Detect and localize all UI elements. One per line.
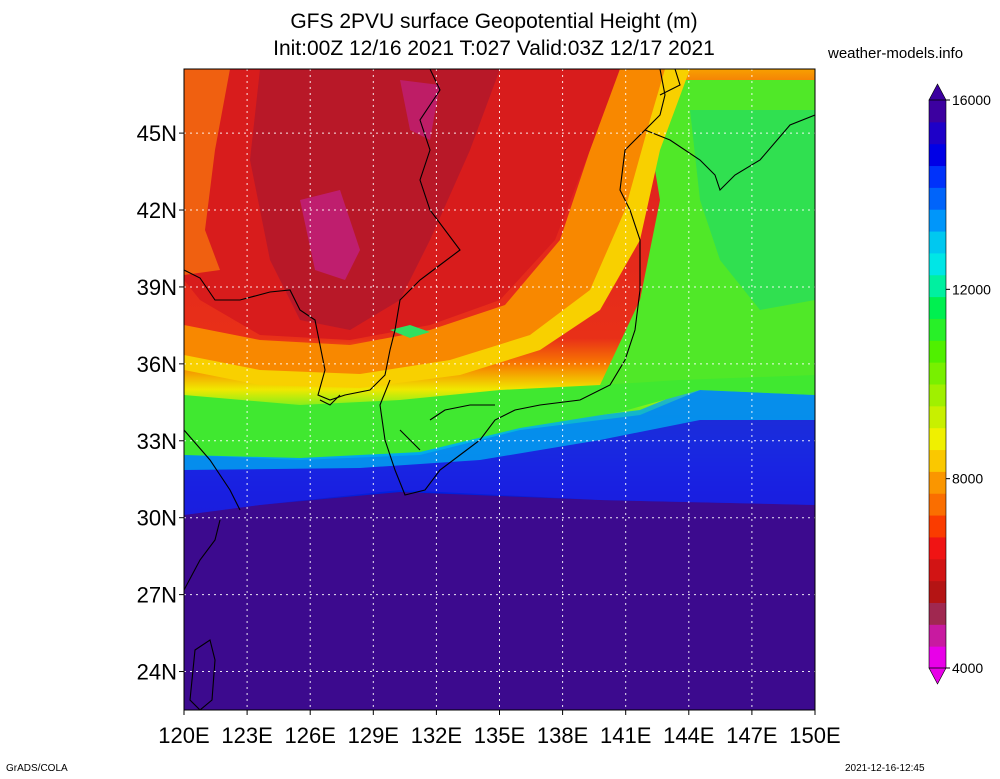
height-field [184,69,815,710]
lat-tick-label: 30N [137,506,177,531]
lat-tick-label: 24N [137,660,177,685]
colorbar-label: 8000 [952,471,983,487]
colorbar-label: 12000 [952,281,991,297]
colorbar-swatch [929,165,946,188]
colorbar-min-arrow [928,667,947,685]
lon-tick-label: 129E [348,723,399,748]
lon-tick-label: 138E [537,723,588,748]
colorbar-label: 16000 [952,92,991,108]
colorbar-swatch [929,252,946,276]
longitude-labels: 120E 123E 126E 129E 132E 135E 138E 141E 144E 147E… [158,710,841,748]
colorbar-swatch [929,646,946,669]
lon-tick-label: 147E [726,723,777,748]
lon-tick-label: 135E [474,723,525,748]
lon-tick-label: 126E [285,723,336,748]
colorbar-swatch [929,449,946,472]
colorbar: 16000 12000 8000 4000 [928,83,991,685]
colorbar-label: 4000 [952,660,983,676]
colorbar-swatch [929,580,946,603]
colorbar-swatch [929,231,946,254]
colorbar-swatch [929,515,946,538]
colorbar-swatch [929,493,946,516]
colorbar-swatch [929,536,946,560]
colorbar-swatch [929,471,946,494]
lat-tick-label: 39N [137,275,177,300]
colorbar-swatch [929,405,946,429]
colorbar-swatch [929,362,946,385]
footer-software: GrADS/COLA [6,763,68,774]
colorbar-swatch [929,427,946,451]
colorbar-swatch [929,143,946,167]
colorbar-swatch [929,624,946,647]
colorbar-frame [928,99,947,669]
lat-tick-label: 33N [137,429,177,454]
lon-tick-label: 123E [221,723,272,748]
latitude-labels: 45N 42N 39N 36N 33N 30N 27N 24N [137,121,184,685]
colorbar-swatch [929,274,946,298]
colorbar-swatch [929,187,946,210]
lat-tick-label: 45N [137,121,177,146]
lon-tick-label: 144E [663,723,714,748]
lat-tick-label: 27N [137,583,177,608]
lon-tick-label: 120E [158,723,209,748]
colorbar-swatch [929,384,946,407]
colorbar-swatch [929,296,946,319]
colorbar-swatch [929,100,946,123]
colorbar-swatch [929,121,946,145]
lat-tick-label: 42N [137,198,177,223]
colorbar-max-arrow [928,83,947,101]
footer-timestamp: 2021-12-16-12:45 [845,763,925,774]
lon-tick-label: 132E [411,723,462,748]
colorbar-swatch [929,602,946,625]
map-title: GFS 2PVU surface Geopotential Height (m) [290,10,698,33]
colorbar-swatch [929,340,946,363]
lon-tick-label: 141E [600,723,651,748]
colorbar-swatch [929,209,946,232]
colorbar-swatch [929,318,946,341]
lon-tick-label: 150E [789,723,840,748]
colorbar-swatch [929,558,946,582]
lat-tick-label: 36N [137,352,177,377]
map-subtitle: Init:00Z 12/16 2021 T:027 Valid:03Z 12/1… [273,37,715,60]
coastlines [184,69,815,710]
site-credit: weather-models.info [828,45,964,62]
